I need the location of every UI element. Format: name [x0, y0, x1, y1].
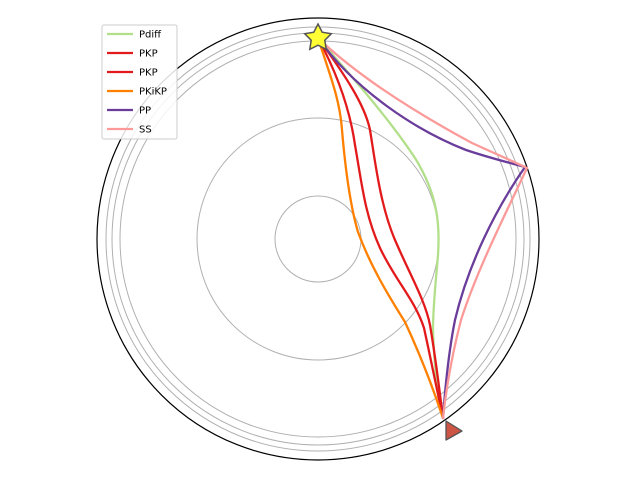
ray-path-pkp-1 [316, 36, 445, 420]
ray-path-pkikp [316, 36, 445, 420]
ray-path-ss [316, 36, 529, 420]
surface-circle [96, 17, 540, 461]
discontinuity-circle-3 [119, 40, 517, 438]
legend-label-pp: PP [139, 106, 151, 117]
core-mantle-boundary [196, 117, 440, 361]
source-star-icon [303, 22, 333, 51]
legend-frame [101, 24, 178, 140]
ray-paths [316, 36, 529, 420]
legend: Pdiff PKP PKP PKiKP PP SS [101, 24, 178, 140]
legend-label-ss: SS [139, 125, 152, 136]
legend-label-pkp-2: PKP [139, 68, 158, 79]
inner-core-boundary [274, 195, 362, 283]
legend-label-pkp-1: PKP [139, 49, 158, 60]
ray-path-pkp-2 [316, 36, 445, 420]
legend-label-pdiff: Pdiff [139, 30, 162, 41]
station-triangle-icon [445, 420, 463, 441]
legend-label-pkikp: PKiKP [139, 87, 167, 98]
